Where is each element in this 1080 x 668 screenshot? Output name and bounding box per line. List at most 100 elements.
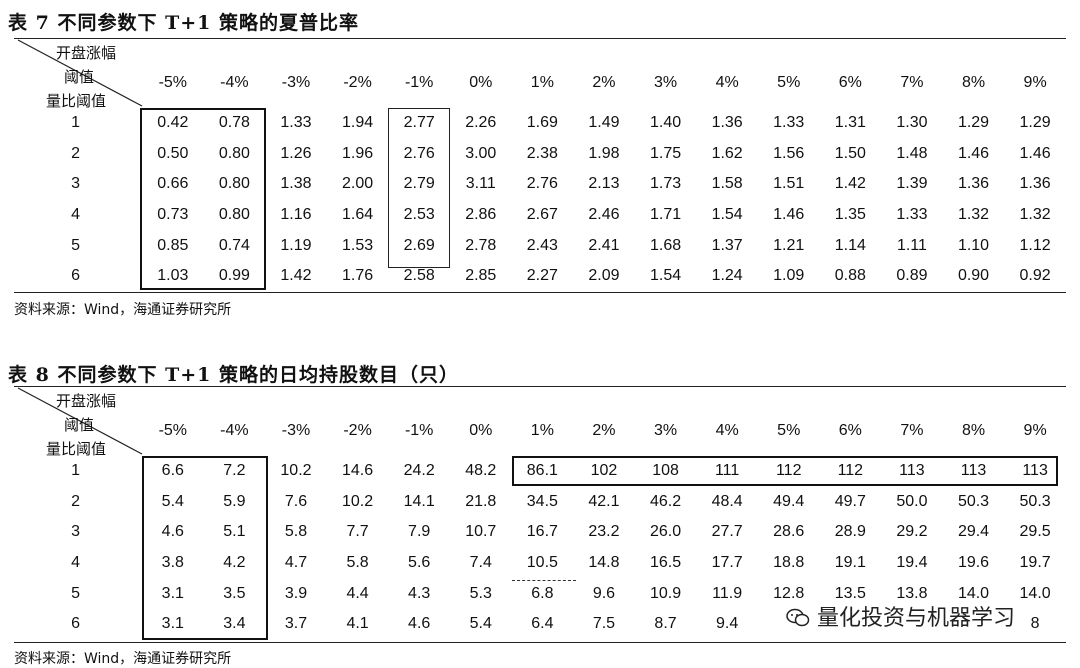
table-cell: 8	[1030, 615, 1040, 633]
table-cell: 14.0	[957, 584, 990, 602]
table-cell: 14.0	[1019, 584, 1051, 602]
table-cell: 1.38	[280, 175, 312, 193]
table-cell: 5.1	[223, 523, 246, 541]
row-label: 4	[71, 206, 80, 224]
column-header: -4%	[220, 422, 249, 439]
table-cell: 8.7	[654, 615, 677, 633]
table-row: 6 3.1 3.4 3.7 4.1 4.6 5.4 6.4 7.5 8.7 9.4 8	[14, 609, 1066, 640]
table-cell: 108	[652, 462, 679, 480]
table-cell: 1.46	[957, 144, 990, 162]
table-title: 表 7 不同参数下 T+1 策略的夏普比率	[8, 12, 359, 34]
row-label: 4	[71, 554, 80, 572]
column-header: 6%	[838, 422, 862, 439]
table-row: 6 1.03 0.99 1.42 1.76 2.58 2.85 2.27 2.09 1.54 1.2…	[14, 261, 1066, 292]
table-cell: 2.46	[588, 206, 620, 224]
table-cell: 6.6	[161, 462, 184, 480]
table-cell: 14.1	[403, 492, 435, 510]
table-cell: 5.9	[223, 492, 246, 510]
table-cell: 19.6	[957, 554, 990, 572]
table-cell: 1.35	[834, 206, 866, 224]
column-header: 8%	[961, 422, 986, 439]
column-header: -1%	[404, 74, 434, 91]
table-cell: 50.3	[1019, 492, 1051, 510]
table-cell: 1.73	[649, 175, 682, 193]
table-cell: 1.69	[526, 114, 558, 132]
column-header: -4%	[220, 74, 249, 91]
table-cell: 1.03	[157, 267, 189, 285]
table-cell: 86.1	[526, 462, 558, 480]
table-cell: 13.8	[896, 584, 928, 602]
table-cell: 0.88	[834, 267, 866, 285]
table-row: 1 0.42 0.78 1.33 1.94 2.77 2.26 1.69 1.49 1.40 1.3…	[14, 108, 1066, 139]
table-cell: 1.39	[896, 175, 928, 193]
table-cell: 7.4	[469, 554, 492, 572]
table-cell: 4.6	[408, 615, 431, 633]
table-cell: 2.76	[526, 175, 558, 193]
table-cell: 2.69	[403, 236, 435, 254]
table-cell: 1.30	[896, 114, 928, 132]
corner-cell	[14, 58, 142, 108]
table-cell: 3.00	[465, 144, 497, 162]
table-row: 5 0.85 0.74 1.19 1.53 2.69 2.78 2.43 2.41 1.68 1.3…	[14, 230, 1066, 261]
table-cell: 1.76	[342, 267, 374, 285]
table-cell: 50.3	[957, 492, 990, 510]
table-cell: 46.2	[649, 492, 682, 510]
watermark: 量化投资与机器学习	[780, 600, 1022, 632]
table-cell: 27.7	[711, 523, 743, 541]
table-cell: 28.6	[773, 523, 805, 541]
table-cell: 7.2	[223, 462, 246, 480]
column-header: 7%	[900, 422, 924, 439]
table-cell: 0.89	[896, 267, 928, 285]
table-cell: 3.1	[161, 615, 184, 633]
table-cell: 1.12	[1019, 236, 1051, 254]
column-header: 2%	[592, 422, 616, 439]
table-cell: 112	[775, 462, 802, 480]
header-row: -5% -4% -3% -2% -1% 0% 1% 2% 3% 4% 5% 6% 7% 8% 9%	[14, 406, 1066, 456]
table-cell: 2.27	[526, 267, 558, 285]
table-cell: 1.19	[280, 236, 312, 254]
table-cell: 1.16	[280, 206, 312, 224]
table-cell: 0.85	[157, 236, 189, 254]
bottom-rule	[14, 292, 1066, 293]
row-label: 2	[71, 492, 80, 510]
table-cell: 0.74	[218, 236, 250, 254]
table-cell: 3.1	[161, 584, 184, 602]
table-cell: 4.3	[408, 584, 431, 602]
table-cell: 2.00	[342, 175, 374, 193]
table-cell: 9.4	[716, 615, 739, 633]
table-cell: 3.7	[284, 615, 308, 633]
table-row: 4 3.8 4.2 4.7 5.8 5.6 7.4 10.5 14.8 16.5 17.7 18.8 1…	[14, 548, 1066, 579]
column-header: 4%	[715, 422, 739, 439]
table-cell: 1.48	[896, 144, 928, 162]
table-cell: 1.53	[342, 236, 374, 254]
table-cell: 1.94	[342, 114, 374, 132]
table-cell: 0.66	[157, 175, 189, 193]
table-cell: 19.4	[896, 554, 928, 572]
table-cell: 10.2	[280, 462, 312, 480]
table-cell: 0.78	[218, 114, 250, 132]
table-cell: 10.7	[465, 523, 497, 541]
highlight-box	[388, 108, 450, 268]
table-cell: 1.10	[957, 236, 990, 254]
table-cell: 0.90	[957, 267, 990, 285]
table-cell: 21.8	[465, 492, 497, 510]
table-cell: 14.6	[342, 462, 374, 480]
corner-label-middle: 阈值	[64, 68, 95, 86]
table-cell: 102	[590, 462, 618, 480]
highlight-box	[140, 108, 266, 290]
column-header: -3%	[281, 74, 311, 91]
table-cell: 29.5	[1019, 523, 1051, 541]
table-cell: 48.4	[711, 492, 743, 510]
table-cell: 1.42	[834, 175, 866, 193]
table-cell: 5.8	[284, 523, 308, 541]
source-note: 资料来源：Wind，海通证券研究所	[14, 302, 232, 318]
table-cell: 23.2	[588, 523, 620, 541]
column-header: -2%	[343, 74, 372, 91]
table-cell: 1.98	[588, 144, 620, 162]
table-cell: 6.4	[531, 615, 554, 633]
table-cell: 24.2	[403, 462, 435, 480]
table-cell: 1.33	[773, 114, 805, 132]
table-cell: 1.36	[1019, 175, 1051, 193]
corner-label-middle: 阈值	[64, 416, 95, 434]
table-cell: 5.8	[346, 554, 369, 572]
